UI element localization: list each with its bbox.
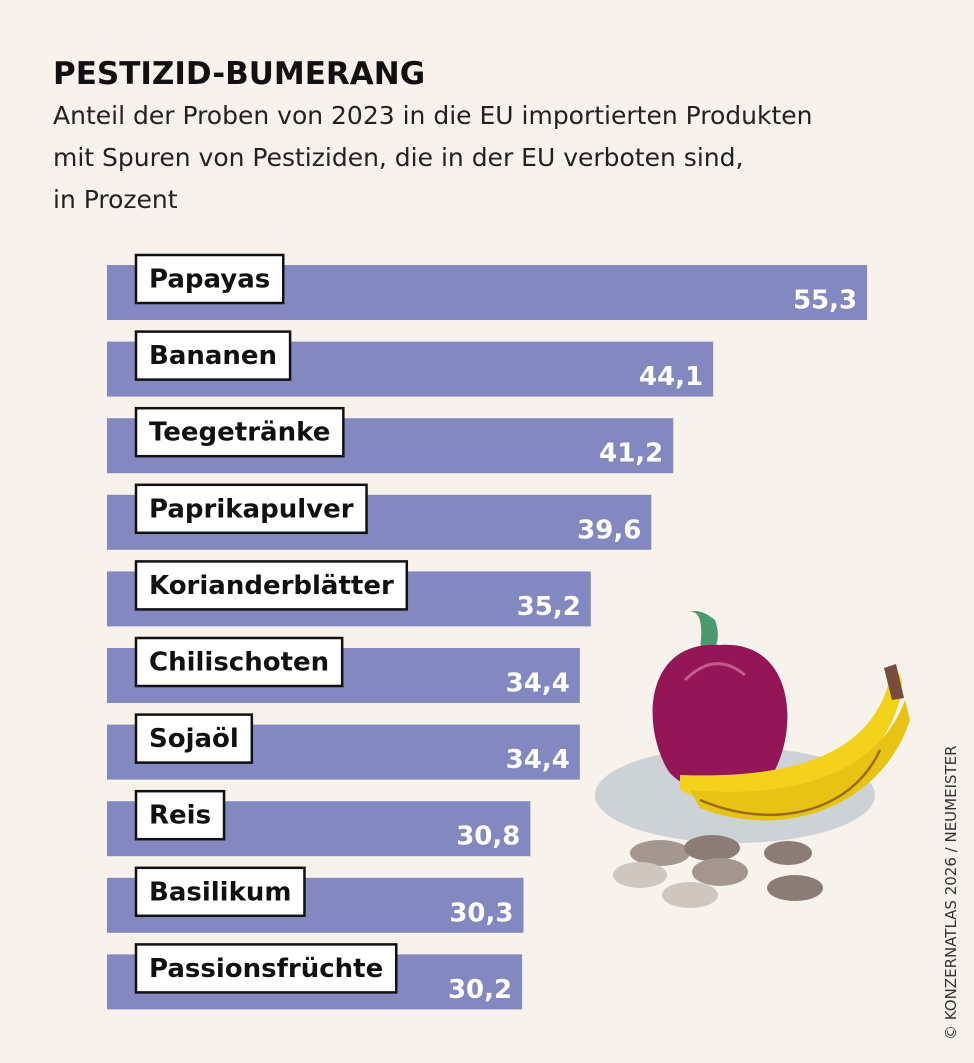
value-label: 34,4 (506, 669, 570, 699)
value-label: 34,4 (506, 745, 570, 775)
source: © KONZERNATLAS 2026 / NEUMEISTER (942, 745, 960, 1040)
label-box (134, 560, 409, 611)
value-label: 35,2 (517, 592, 581, 622)
category-label: Basilikum (149, 877, 291, 907)
label-box (134, 713, 254, 764)
illustration (595, 611, 910, 908)
subtitle-line: Anteil der Proben von 2023 in die EU imp… (53, 101, 813, 130)
category-label: Papayas (149, 265, 270, 295)
label-box (134, 253, 285, 305)
value-label: 55,3 (793, 286, 857, 316)
category-label: Bananen (149, 341, 277, 371)
subtitle-line: mit Spuren von Pestiziden, die in der EU… (53, 143, 743, 172)
category-label: Reis (149, 801, 211, 831)
label-box (134, 789, 226, 841)
label-box (134, 943, 398, 994)
label-box (134, 483, 368, 535)
category-label: Passionsfrüchte (149, 954, 383, 984)
label-box (134, 636, 344, 688)
category-label: Sojaöl (149, 724, 239, 754)
value-label: 41,2 (599, 439, 663, 469)
category-label: Paprikapulver (149, 494, 354, 524)
category-label: Korianderblätter (149, 571, 394, 601)
value-label: 30,2 (448, 975, 512, 1005)
value-label: 30,3 (449, 898, 513, 928)
value-label: 30,8 (456, 822, 520, 852)
category-label: Teegetränke (149, 418, 330, 448)
value-label: 39,6 (577, 515, 641, 545)
subtitle-line: in Prozent (53, 185, 178, 214)
label-box (134, 866, 306, 918)
label-box (134, 330, 292, 381)
chart-title: PESTIZID-BUMERANG (53, 56, 425, 92)
category-label: Chilischoten (149, 648, 329, 678)
label-box (134, 406, 345, 458)
value-label: 44,1 (639, 362, 703, 392)
bars: 55,3 Papayas 44,1 Bananen 41,2 Teegetränke 39,… (107, 253, 868, 1010)
